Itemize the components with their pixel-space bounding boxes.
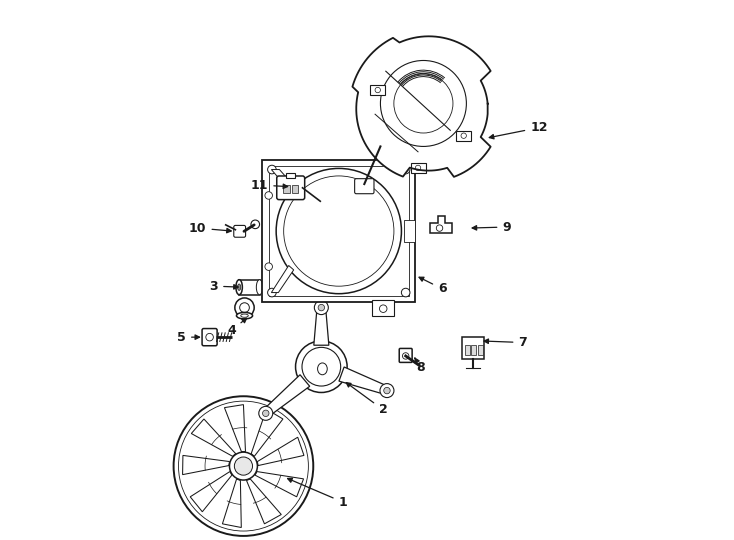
Polygon shape <box>430 217 452 233</box>
Circle shape <box>206 333 214 341</box>
Text: 12: 12 <box>490 121 548 139</box>
Polygon shape <box>272 266 294 293</box>
Circle shape <box>234 457 252 475</box>
Polygon shape <box>314 308 329 345</box>
FancyBboxPatch shape <box>399 348 412 362</box>
Text: 5: 5 <box>178 330 200 343</box>
Circle shape <box>240 303 250 313</box>
Bar <box>410 163 426 173</box>
Circle shape <box>379 305 387 313</box>
Text: 9: 9 <box>472 220 511 233</box>
Ellipse shape <box>256 280 263 295</box>
Circle shape <box>401 288 410 297</box>
Text: 10: 10 <box>189 221 231 234</box>
Circle shape <box>402 353 409 359</box>
Text: 8: 8 <box>415 358 425 374</box>
Circle shape <box>415 165 421 171</box>
Circle shape <box>235 298 254 318</box>
Circle shape <box>265 263 272 271</box>
FancyBboxPatch shape <box>202 328 217 346</box>
Circle shape <box>384 387 390 394</box>
Circle shape <box>401 165 410 174</box>
Circle shape <box>263 410 269 416</box>
Circle shape <box>375 87 380 93</box>
FancyBboxPatch shape <box>233 225 246 237</box>
FancyBboxPatch shape <box>277 176 305 200</box>
Circle shape <box>268 288 276 297</box>
Bar <box>471 345 476 355</box>
Bar <box>465 345 470 355</box>
Bar <box>372 300 394 316</box>
Ellipse shape <box>236 313 252 319</box>
Ellipse shape <box>238 284 241 291</box>
Circle shape <box>318 305 324 311</box>
Circle shape <box>314 301 328 315</box>
Text: 6: 6 <box>419 277 446 295</box>
Bar <box>456 131 471 140</box>
Circle shape <box>436 225 443 231</box>
Bar <box>478 345 482 355</box>
Text: 1: 1 <box>288 478 347 509</box>
Text: 11: 11 <box>251 179 288 192</box>
Bar <box>262 160 415 302</box>
Polygon shape <box>263 375 310 417</box>
Circle shape <box>230 452 258 480</box>
Ellipse shape <box>236 280 242 295</box>
Circle shape <box>461 133 466 138</box>
Circle shape <box>268 165 276 174</box>
Bar <box>292 185 298 193</box>
Circle shape <box>259 406 273 420</box>
Circle shape <box>296 341 347 393</box>
Bar <box>269 166 409 296</box>
Polygon shape <box>272 170 297 193</box>
Ellipse shape <box>318 363 327 375</box>
Bar <box>404 220 415 242</box>
Bar <box>370 85 385 95</box>
Circle shape <box>251 220 260 228</box>
Ellipse shape <box>241 314 248 318</box>
Bar <box>283 185 290 193</box>
Text: 4: 4 <box>228 318 247 336</box>
Text: 7: 7 <box>484 336 527 349</box>
Bar <box>462 337 484 359</box>
Circle shape <box>265 192 272 199</box>
Polygon shape <box>352 36 490 177</box>
Polygon shape <box>339 367 388 395</box>
Circle shape <box>380 383 394 397</box>
Text: 2: 2 <box>346 383 388 416</box>
Bar <box>286 173 295 178</box>
Bar <box>239 280 260 295</box>
Text: 3: 3 <box>210 280 239 293</box>
Circle shape <box>302 347 341 386</box>
FancyBboxPatch shape <box>355 179 374 194</box>
